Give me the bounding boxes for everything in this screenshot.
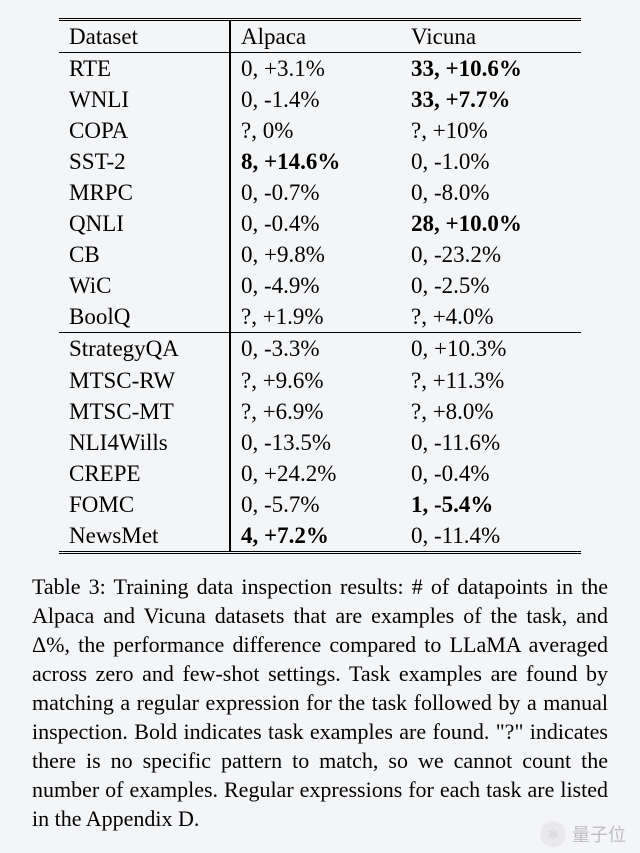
dataset-cell: NewsMet bbox=[59, 520, 230, 553]
alpaca-cell: 0, -0.4% bbox=[230, 208, 401, 239]
alpaca-cell: 0, +3.1% bbox=[230, 53, 401, 85]
table-row: StrategyQA0, -3.3%0, +10.3% bbox=[59, 333, 581, 365]
vicuna-cell: 33, +10.6% bbox=[401, 53, 581, 85]
vicuna-cell: 0, -11.6% bbox=[401, 427, 581, 458]
alpaca-cell: 0, -1.4% bbox=[230, 84, 401, 115]
dataset-cell: CB bbox=[59, 239, 230, 270]
dataset-cell: WNLI bbox=[59, 84, 230, 115]
watermark-text: 量子位 bbox=[572, 821, 626, 847]
dataset-cell: StrategyQA bbox=[59, 333, 230, 365]
vicuna-cell: 0, +10.3% bbox=[401, 333, 581, 365]
vicuna-cell: 0, -0.4% bbox=[401, 458, 581, 489]
alpaca-cell: ?, +9.6% bbox=[230, 365, 401, 396]
table-header-row: Dataset Alpaca Vicuna bbox=[59, 20, 581, 53]
alpaca-cell: 0, +24.2% bbox=[230, 458, 401, 489]
dataset-cell: MTSC-RW bbox=[59, 365, 230, 396]
dataset-cell: BoolQ bbox=[59, 301, 230, 333]
table-row: NewsMet4, +7.2%0, -11.4% bbox=[59, 520, 581, 553]
vicuna-cell: ?, +10% bbox=[401, 115, 581, 146]
table-row: CREPE0, +24.2%0, -0.4% bbox=[59, 458, 581, 489]
vicuna-cell: ?, +8.0% bbox=[401, 396, 581, 427]
vicuna-cell: 33, +7.7% bbox=[401, 84, 581, 115]
dataset-cell: CREPE bbox=[59, 458, 230, 489]
vicuna-cell: ?, +11.3% bbox=[401, 365, 581, 396]
dataset-cell: NLI4Wills bbox=[59, 427, 230, 458]
table-body: RTE0, +3.1%33, +10.6%WNLI0, -1.4%33, +7.… bbox=[59, 53, 581, 553]
dataset-cell: QNLI bbox=[59, 208, 230, 239]
alpaca-cell: 0, +9.8% bbox=[230, 239, 401, 270]
dataset-cell: MRPC bbox=[59, 177, 230, 208]
table-row: FOMC0, -5.7%1, -5.4% bbox=[59, 489, 581, 520]
alpaca-cell: 0, -3.3% bbox=[230, 333, 401, 365]
alpaca-cell: 0, -0.7% bbox=[230, 177, 401, 208]
col-header-alpaca: Alpaca bbox=[230, 20, 401, 53]
vicuna-cell: ?, +4.0% bbox=[401, 301, 581, 333]
dataset-cell: RTE bbox=[59, 53, 230, 85]
table-row: BoolQ?, +1.9%?, +4.0% bbox=[59, 301, 581, 333]
col-header-vicuna: Vicuna bbox=[401, 20, 581, 53]
dataset-cell: MTSC-MT bbox=[59, 396, 230, 427]
table-row: CB0, +9.8%0, -23.2% bbox=[59, 239, 581, 270]
table-row: MTSC-MT?, +6.9%?, +8.0% bbox=[59, 396, 581, 427]
table-row: QNLI0, -0.4%28, +10.0% bbox=[59, 208, 581, 239]
table-row: COPA?, 0%?, +10% bbox=[59, 115, 581, 146]
results-table: Dataset Alpaca Vicuna RTE0, +3.1%33, +10… bbox=[59, 18, 581, 554]
alpaca-cell: ?, 0% bbox=[230, 115, 401, 146]
vicuna-cell: 0, -1.0% bbox=[401, 146, 581, 177]
table-row: MRPC0, -0.7%0, -8.0% bbox=[59, 177, 581, 208]
vicuna-cell: 0, -11.4% bbox=[401, 520, 581, 553]
vicuna-cell: 1, -5.4% bbox=[401, 489, 581, 520]
table-row: SST-28, +14.6%0, -1.0% bbox=[59, 146, 581, 177]
alpaca-cell: ?, +1.9% bbox=[230, 301, 401, 333]
alpaca-cell: 0, -5.7% bbox=[230, 489, 401, 520]
col-header-dataset: Dataset bbox=[59, 20, 230, 53]
vicuna-cell: 0, -23.2% bbox=[401, 239, 581, 270]
alpaca-cell: 0, -4.9% bbox=[230, 270, 401, 301]
table-row: RTE0, +3.1%33, +10.6% bbox=[59, 53, 581, 85]
table-caption: Table 3: Training data inspection result… bbox=[32, 572, 608, 833]
vicuna-cell: 0, -8.0% bbox=[401, 177, 581, 208]
atom-icon: ⚛ bbox=[540, 821, 566, 847]
table-row: NLI4Wills0, -13.5%0, -11.6% bbox=[59, 427, 581, 458]
alpaca-cell: 8, +14.6% bbox=[230, 146, 401, 177]
vicuna-cell: 28, +10.0% bbox=[401, 208, 581, 239]
alpaca-cell: 4, +7.2% bbox=[230, 520, 401, 553]
dataset-cell: WiC bbox=[59, 270, 230, 301]
alpaca-cell: 0, -13.5% bbox=[230, 427, 401, 458]
dataset-cell: COPA bbox=[59, 115, 230, 146]
dataset-cell: FOMC bbox=[59, 489, 230, 520]
page-container: Dataset Alpaca Vicuna RTE0, +3.1%33, +10… bbox=[0, 0, 640, 853]
vicuna-cell: 0, -2.5% bbox=[401, 270, 581, 301]
table-row: MTSC-RW?, +9.6%?, +11.3% bbox=[59, 365, 581, 396]
alpaca-cell: ?, +6.9% bbox=[230, 396, 401, 427]
watermark: ⚛ 量子位 bbox=[540, 821, 626, 847]
dataset-cell: SST-2 bbox=[59, 146, 230, 177]
table-row: WiC0, -4.9%0, -2.5% bbox=[59, 270, 581, 301]
table-row: WNLI0, -1.4%33, +7.7% bbox=[59, 84, 581, 115]
